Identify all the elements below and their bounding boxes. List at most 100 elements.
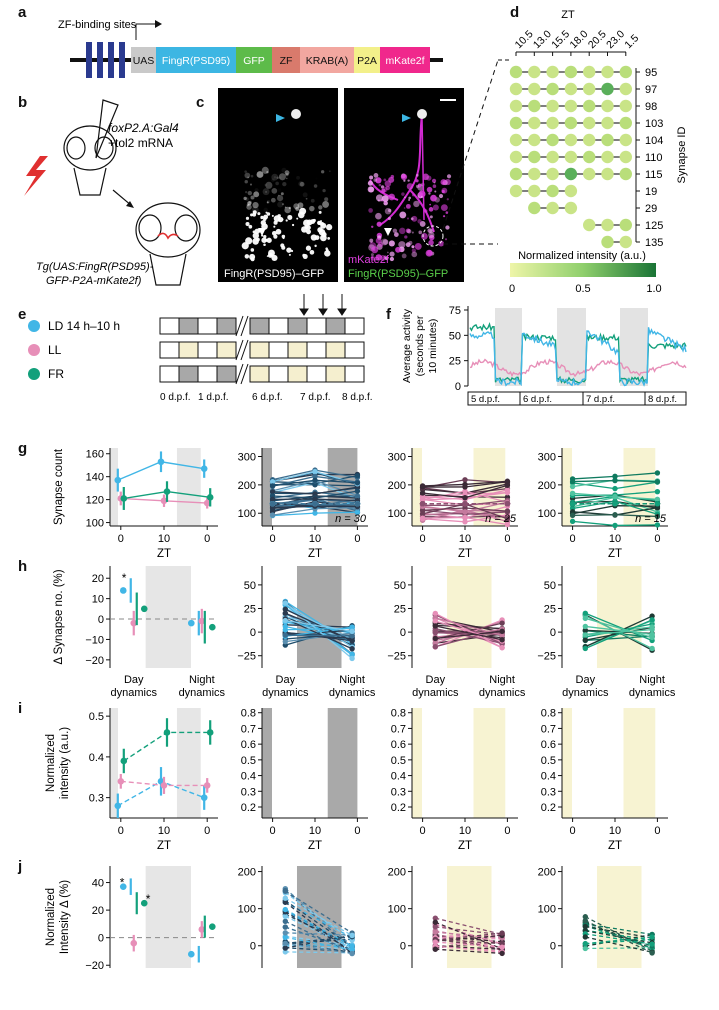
individual-point — [419, 515, 426, 521]
individual-point — [282, 606, 289, 612]
point-FR-1 — [209, 623, 216, 631]
h2-ytick-1: 0 — [400, 627, 406, 639]
h1-ytick-3: 50 — [244, 580, 256, 592]
individual-point — [612, 477, 618, 484]
f-ytick-2: 50 — [449, 330, 461, 342]
activity-ylabel2: (seconds per — [414, 315, 426, 376]
point-LL-0 — [130, 619, 138, 627]
construct-seg-label-2: GFP — [243, 55, 265, 67]
synapse-id-98: 98 — [645, 101, 657, 113]
j1-ytick-1: 100 — [238, 904, 256, 916]
synapse-dot — [528, 99, 541, 113]
point-FR-2 — [206, 729, 214, 736]
plot-i-1: 0.20.30.40.50.60.70.80 10 0ZT — [241, 501, 368, 852]
synapse-dot — [564, 167, 578, 181]
i1-ytick-6: 0.8 — [241, 708, 256, 720]
point-LL-0 — [117, 778, 125, 785]
individual-point — [569, 512, 576, 519]
i2-ytick-3: 0.5 — [391, 755, 406, 767]
synapse-dot — [564, 201, 578, 215]
individual-point — [269, 512, 276, 518]
synapse-dot — [528, 201, 541, 215]
injection-diagram: foxP2.A:Gal4 +tol2 mRNA Tg(UAS:FingR(PSD… — [24, 99, 201, 287]
g0-ytick-3: 160 — [86, 449, 104, 461]
individual-point — [282, 627, 289, 633]
individual-point — [582, 923, 589, 930]
individual-point — [499, 632, 505, 638]
individual-point — [354, 480, 361, 486]
synapse-dot — [546, 167, 559, 181]
individual-point — [282, 895, 289, 901]
synapse-dot — [583, 116, 596, 130]
individual-point — [462, 519, 468, 525]
panel-label-b: b — [18, 94, 28, 111]
lightning-icon — [24, 156, 48, 196]
synapse-dot — [546, 201, 559, 215]
individual-point — [312, 501, 318, 507]
h1-ytick-0: −25 — [237, 651, 256, 663]
synapse-dot — [509, 167, 523, 181]
point-FR-1 — [163, 488, 171, 495]
plot-j-0: −20 0 20 40 * * — [85, 866, 218, 972]
individual-point — [419, 501, 426, 507]
synapse-dot — [546, 65, 559, 79]
h1-ytick-2: 25 — [244, 604, 256, 616]
i3-xtick-1: 10 — [609, 825, 621, 837]
point-LL-1 — [160, 497, 168, 505]
individual-point — [349, 655, 355, 662]
construct-seg-2 — [236, 47, 272, 73]
point-LL-2 — [203, 782, 211, 789]
f-day-1: 6 d.p.f. — [523, 394, 552, 405]
construct-seg-1 — [156, 47, 236, 73]
point-FR-1 — [163, 729, 171, 736]
individual-point — [499, 950, 505, 957]
individual-point — [312, 496, 318, 502]
g0-ytick-0: 100 — [86, 518, 104, 530]
merge-label-mkate: mKate2f — [348, 254, 390, 266]
individual-point — [654, 488, 661, 495]
construct-seg-5 — [354, 47, 380, 73]
individual-point — [349, 946, 355, 953]
individual-point — [269, 501, 276, 507]
i3-ytick-4: 0.6 — [541, 739, 556, 751]
h2-ytick-0: −25 — [387, 651, 406, 663]
individual-point — [582, 934, 589, 940]
point-LD-2 — [200, 794, 208, 801]
synapse-dot — [619, 65, 632, 79]
individual-point — [582, 632, 589, 638]
conditions-schedule: LD 14 h–10 h LL FR 0 d.p.f. 1 d.p.f. 6 d.p.f… — [28, 294, 373, 403]
j0-ytick-2: 20 — [92, 905, 104, 917]
h3-ytick-1: 0 — [550, 627, 556, 639]
individual-point — [649, 645, 655, 652]
point-LL-2 — [203, 499, 211, 507]
activity-ylabel3: 10 minutes) — [427, 319, 439, 374]
individual-point — [504, 489, 511, 496]
individual-point — [654, 501, 661, 507]
synapse-dot — [583, 167, 596, 181]
legend-label-1: LL — [48, 343, 62, 357]
g0-xtick-1: 10 — [158, 533, 170, 545]
individual-point — [582, 940, 589, 947]
individual-point — [582, 917, 589, 924]
h3-cat-1b: dynamics — [629, 687, 676, 699]
individual-point — [349, 638, 355, 644]
individual-point — [654, 470, 661, 476]
g0-ytick-2: 140 — [86, 472, 104, 484]
individual-point — [649, 934, 655, 940]
i-ylabel1: Normalized — [45, 734, 57, 792]
point-LD-1 — [157, 458, 165, 466]
individual-point — [354, 473, 361, 479]
j3-ytick-2: 200 — [538, 867, 556, 879]
construct-seg-label-0: UAS — [133, 55, 155, 67]
individual-point — [282, 600, 289, 606]
i0-ytick-2: 0.5 — [89, 711, 104, 723]
individual-point — [282, 913, 289, 920]
j2-ytick-2: 200 — [388, 867, 406, 879]
g1-ytick-2: 300 — [238, 452, 256, 464]
j0-ytick-0: −20 — [85, 960, 104, 972]
synapse-dot — [546, 133, 559, 147]
point-LD-0 — [114, 476, 122, 484]
individual-point — [582, 945, 589, 952]
individual-point — [282, 899, 289, 905]
